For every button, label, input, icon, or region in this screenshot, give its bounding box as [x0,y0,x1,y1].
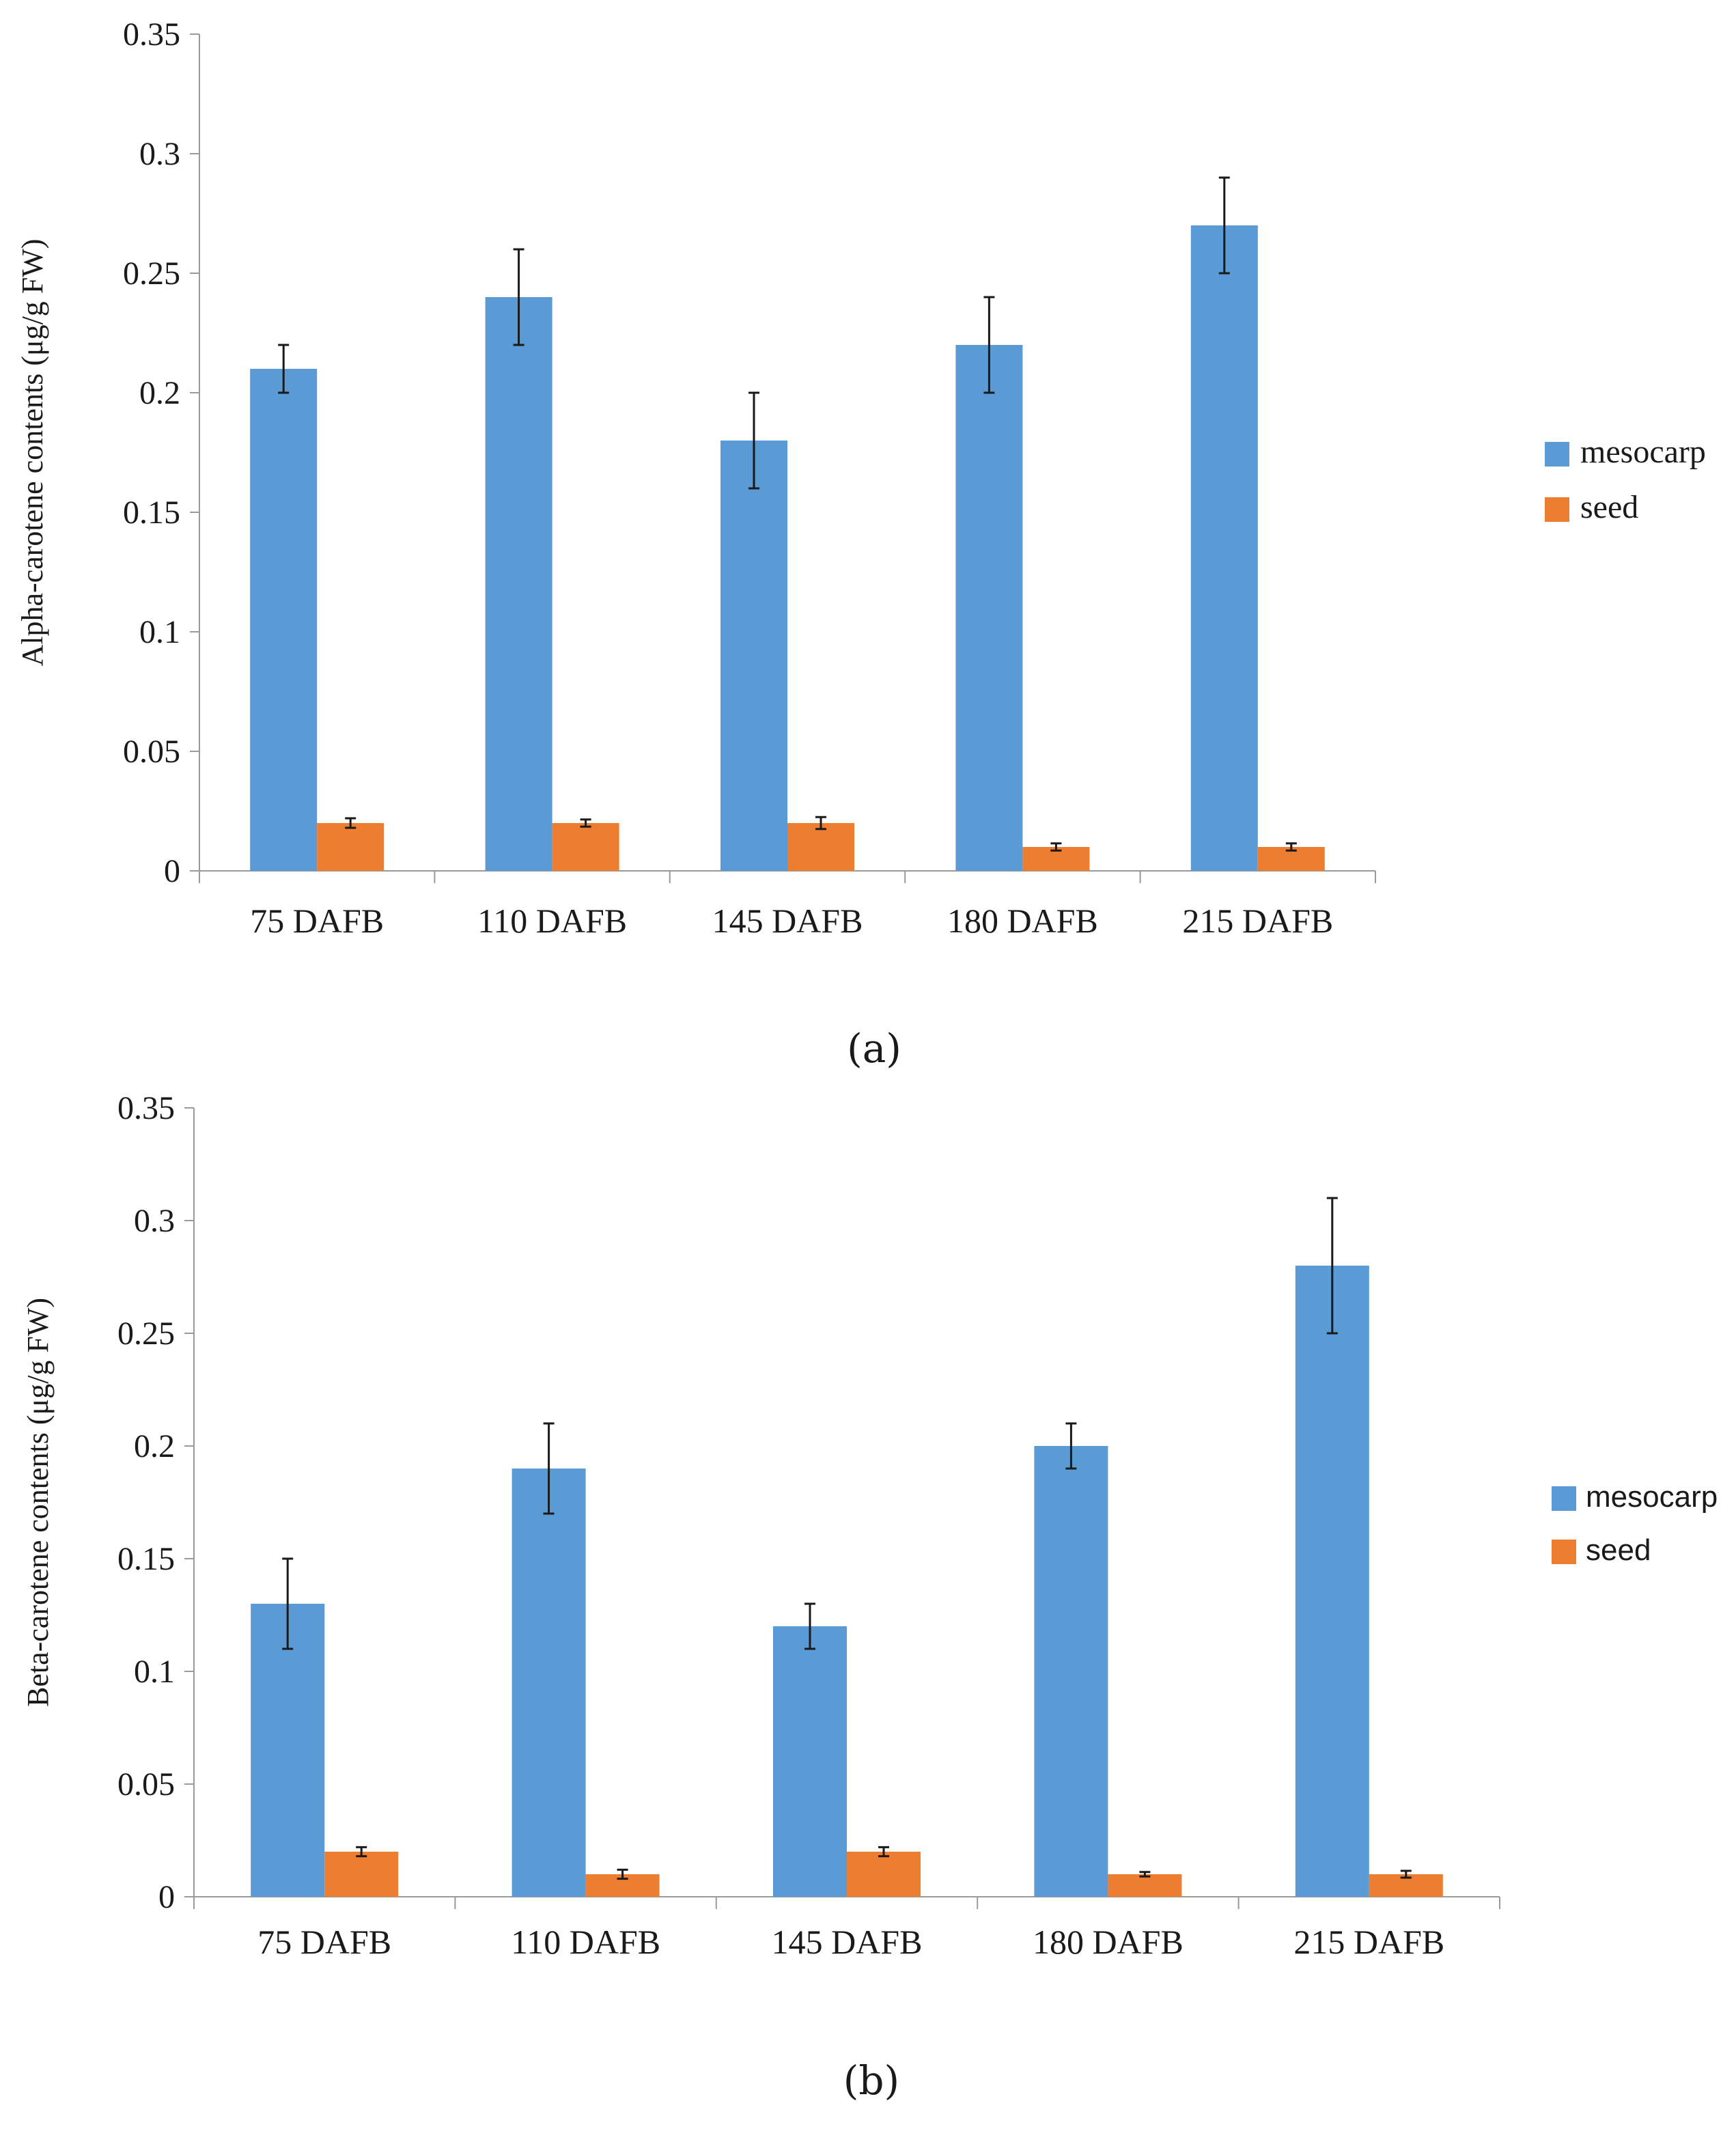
alpha-error-bar-mesocarp-1 [278,344,290,394]
alpha-category-label: 75 DAFB [250,902,384,940]
beta-y-tick-label: 0.25 [117,1316,175,1352]
alpha-y-tick-label: 0.25 [123,255,180,292]
beta-category-label: 180 DAFB [1033,1923,1184,1961]
beta-bar-mesocarp-3 [773,1626,847,1897]
alpha-error-bar-seed-5 [1285,842,1297,852]
alpha-error-bar-seed-3 [815,816,826,831]
alpha-bar-seed-3 [787,823,854,871]
alpha-category-label: 110 DAFB [477,902,627,940]
alpha-bar-mesocarp-5 [1190,225,1258,871]
beta-legend-label-mesocarp: mesocarp [1586,1480,1718,1514]
beta-bar-mesocarp-4 [1034,1446,1108,1897]
beta-error-bar-mesocarp-4 [1065,1422,1077,1470]
beta-category-label: 215 DAFB [1293,1923,1444,1961]
beta-error-bar-seed-1 [356,1846,367,1858]
alpha-legend: mesocarp seed [1545,434,1706,525]
beta-y-tick-label: 0.35 [117,1090,175,1126]
beta-error-bar-mesocarp-5 [1326,1197,1338,1335]
beta-legend-swatch-seed [1552,1540,1576,1564]
chart-beta-carotene: 0 0.05 0.1 0.15 0.2 0.25 0.3 0.35 75 DAFB 110 DAF… [21,1090,1718,2104]
beta-y-tick-label: 0.1 [134,1654,175,1690]
alpha-error-bar-mesocarp-3 [748,391,759,490]
alpha-y-tick-label: 0.15 [123,495,180,531]
chart-alpha-carotene: 0 0.05 0.1 0.15 0.2 0.25 0.3 0.35 75 DAFB 110 DAF… [16,16,1706,1072]
alpha-error-bar-mesocarp-2 [513,248,524,346]
beta-y-tick-label: 0.2 [134,1428,175,1464]
beta-legend: mesocarp seed [1552,1480,1718,1567]
alpha-error-bar-mesocarp-4 [983,296,995,394]
alpha-bar-mesocarp-3 [720,441,787,871]
alpha-category-label: 145 DAFB [712,902,863,940]
alpha-y-tick-label: 0.35 [123,16,180,53]
beta-error-bar-mesocarp-1 [282,1557,294,1650]
beta-legend-label-seed: seed [1586,1533,1651,1567]
alpha-y-tick-label: 0.1 [139,614,180,650]
alpha-error-bar-seed-4 [1050,842,1062,852]
beta-category-label: 145 DAFB [772,1923,923,1961]
beta-error-bar-seed-5 [1400,1869,1412,1879]
alpha-panel-label: (a) [847,1025,901,1072]
alpha-bar-mesocarp-2 [485,297,552,871]
alpha-y-tick-label: 0.3 [139,136,180,172]
beta-legend-swatch-mesocarp [1552,1486,1576,1511]
alpha-legend-label-seed: seed [1580,489,1638,525]
beta-error-bar-seed-4 [1139,1871,1151,1878]
beta-bar-seed-3 [847,1852,921,1897]
alpha-legend-swatch-mesocarp [1545,442,1569,467]
alpha-error-bar-seed-2 [580,818,591,828]
alpha-bar-mesocarp-4 [955,345,1023,871]
beta-category-label: 75 DAFB [257,1923,391,1961]
beta-y-tick-label: 0 [158,1879,175,1915]
beta-bar-mesocarp-1 [251,1604,325,1897]
beta-bar-seed-1 [324,1852,399,1897]
alpha-error-bar-seed-1 [345,817,356,829]
beta-panel-label: (b) [843,2057,899,2104]
beta-error-bar-mesocarp-3 [804,1602,815,1650]
alpha-legend-swatch-seed [1545,497,1569,522]
beta-bar-seed-4 [1108,1874,1182,1897]
alpha-category-label: 215 DAFB [1182,902,1333,940]
alpha-error-bar-mesocarp-5 [1218,176,1230,275]
alpha-y-axis-title: Alpha-carotene contents (μg/g FW) [16,239,49,667]
beta-error-bar-seed-3 [878,1846,889,1858]
beta-error-bar-seed-2 [617,1868,628,1880]
alpha-y-tick-label: 0 [164,853,180,889]
alpha-legend-label-mesocarp: mesocarp [1580,434,1706,470]
beta-bar-mesocarp-2 [512,1469,586,1897]
alpha-y-tick-label: 0.2 [139,375,180,411]
alpha-category-label: 180 DAFB [947,902,1098,940]
beta-bar-mesocarp-5 [1295,1266,1369,1897]
beta-y-tick-label: 0.3 [134,1203,175,1239]
beta-category-label: 110 DAFB [511,1923,660,1961]
alpha-y-tick-label: 0.05 [123,734,180,770]
alpha-bar-seed-2 [552,823,619,871]
beta-y-tick-label: 0.15 [117,1541,175,1577]
alpha-bar-mesocarp-1 [250,369,318,871]
beta-y-axis-title: Beta-carotene contents (μg/g FW) [21,1298,55,1707]
beta-error-bar-mesocarp-2 [543,1422,555,1515]
alpha-bar-seed-1 [317,823,384,871]
beta-y-tick-label: 0.05 [117,1766,175,1803]
